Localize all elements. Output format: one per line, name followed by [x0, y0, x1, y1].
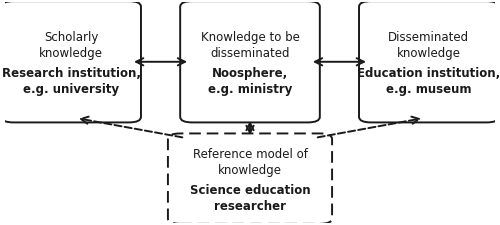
Text: Education institution,
e.g. museum: Education institution, e.g. museum — [357, 67, 500, 96]
Text: Scholarly
knowledge: Scholarly knowledge — [39, 31, 103, 60]
Text: Disseminated
knowledge: Disseminated knowledge — [388, 31, 469, 60]
Text: Research institution,
e.g. university: Research institution, e.g. university — [2, 67, 140, 96]
Text: Reference model of
knowledge: Reference model of knowledge — [192, 148, 308, 177]
Text: Science education
researcher: Science education researcher — [190, 184, 310, 213]
FancyBboxPatch shape — [359, 1, 498, 122]
FancyBboxPatch shape — [2, 1, 141, 122]
FancyBboxPatch shape — [180, 1, 320, 122]
FancyBboxPatch shape — [168, 133, 332, 224]
Text: Noosphere,
e.g. ministry: Noosphere, e.g. ministry — [208, 67, 292, 96]
Text: Knowledge to be
disseminated: Knowledge to be disseminated — [200, 31, 300, 60]
